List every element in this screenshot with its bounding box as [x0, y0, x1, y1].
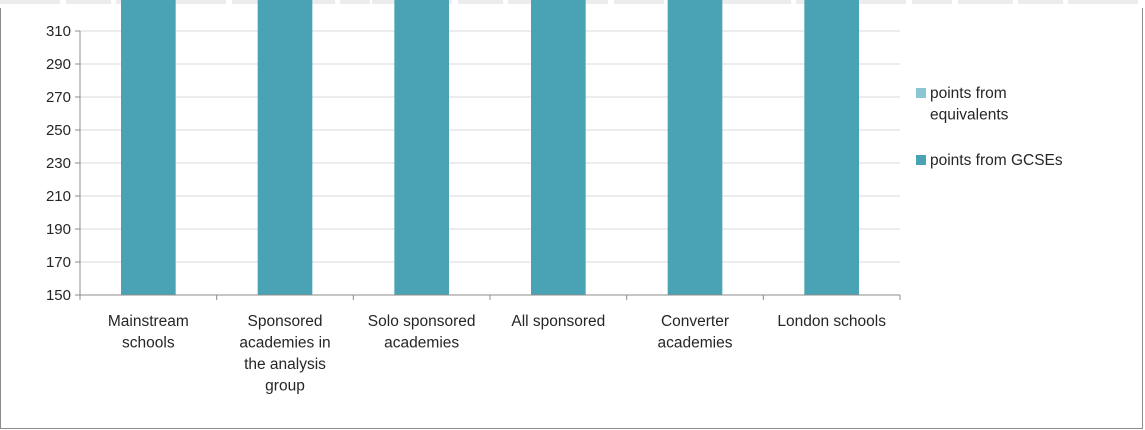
legend: points from equivalents points from GCSEs [916, 85, 1063, 169]
y-tick-label: 270 [46, 89, 71, 106]
y-tick-label: 230 [46, 155, 71, 172]
caption-fragment [232, 0, 272, 4]
x-category-label: London schools [777, 313, 886, 330]
caption-fragment [0, 0, 60, 4]
caption-fragment [716, 0, 791, 4]
y-tick-label: 190 [46, 221, 71, 238]
legend-swatch [916, 155, 926, 165]
chart-frame [0, 8, 1143, 429]
x-category-label: Converter academies [658, 313, 733, 352]
y-tick-labels: 150 170 190 210 230 250 270 290 310 [46, 23, 71, 304]
x-category-label: Solo sponsored academies [368, 313, 476, 352]
y-tick-label: 290 [46, 56, 71, 73]
y-tick-label: 150 [46, 287, 71, 304]
gridlines [80, 30, 900, 263]
bar-points-from-gcses [667, 0, 723, 295]
bar-points-from-gcses [804, 0, 859, 296]
x-category-label: Sponsored academies in the analysis group [239, 313, 330, 395]
y-tick-label: 310 [46, 23, 71, 40]
x-category-label: All sponsored [511, 313, 605, 330]
bar-points-from-gcses [257, 0, 313, 295]
caption-fragment [340, 0, 370, 4]
legend-swatch [916, 88, 926, 98]
bar-points-from-gcses [394, 0, 449, 296]
caption-fragment [614, 0, 664, 4]
legend-label: points from GCSEs [930, 152, 1063, 169]
caption-fragment [156, 0, 226, 4]
caption-fragment [1018, 0, 1063, 4]
caption-fragment [958, 0, 1013, 4]
y-tick-label: 210 [46, 188, 71, 205]
caption-fragment [66, 0, 111, 4]
y-tick-label: 170 [46, 254, 71, 271]
caption-fragment [1068, 0, 1138, 4]
bar-points-from-gcses [531, 0, 586, 295]
caption-fragment [458, 0, 503, 4]
y-tick-label: 250 [46, 122, 71, 139]
axes [75, 30, 901, 300]
x-category-labels: Mainstream schools Sponsored academies in th… [108, 313, 886, 395]
bars [121, 0, 859, 296]
bar-points-from-gcses [121, 0, 176, 295]
legend-label: points from equivalents [930, 85, 1009, 124]
caption-fragment [508, 0, 543, 4]
caption-fragment [846, 0, 906, 4]
x-category-label: Mainstream schools [108, 313, 189, 352]
caption-fragment [912, 0, 952, 4]
